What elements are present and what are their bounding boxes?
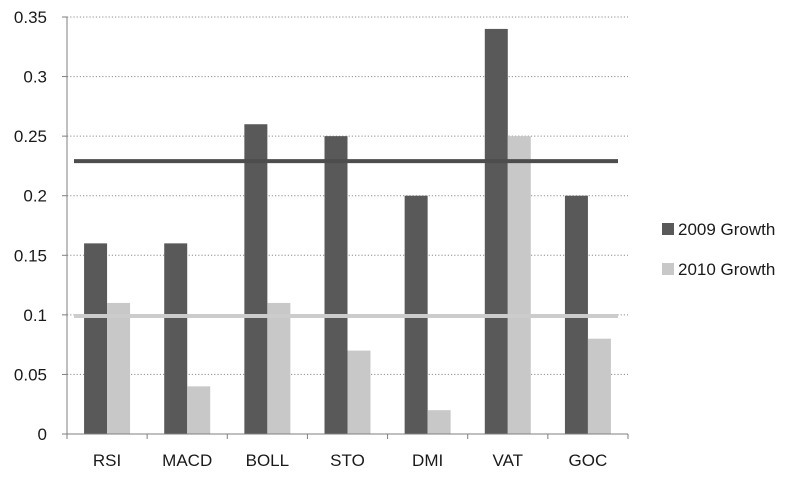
- reference-lines: [74, 159, 618, 319]
- x-tick-label: DMI: [412, 451, 443, 470]
- bars: [84, 28, 611, 435]
- legend-label-1: 2009 Growth: [678, 220, 775, 239]
- bar-macd-series-2: [187, 386, 211, 434]
- legend-swatch-2: [662, 263, 674, 275]
- y-tick-label: 0.05: [14, 365, 47, 384]
- x-tick-label: BOLL: [246, 451, 289, 470]
- bar-sto-series-1: [324, 136, 348, 434]
- bar-boll-series-2: [267, 302, 291, 434]
- y-tick-label: 0.2: [23, 187, 47, 206]
- y-tick-label: 0.1: [23, 306, 47, 325]
- bar-dmi-series-2: [427, 410, 451, 434]
- bar-rsi-series-1: [84, 243, 108, 434]
- y-tick-label: 0.3: [23, 68, 47, 87]
- bar-vat-series-2: [507, 136, 531, 434]
- x-tick-label: MACD: [162, 451, 212, 470]
- bar-boll-series-1: [244, 124, 268, 434]
- y-tick-label: 0.15: [14, 246, 47, 265]
- legend-swatch-1: [662, 223, 674, 235]
- x-tick-label: STO: [330, 451, 365, 470]
- y-tick-label: 0.25: [14, 127, 47, 146]
- axes: 0 0.05 0.1 0.15 0.2 0.25 0.3 0.35 RSI MACD BOLL STO…: [14, 8, 629, 470]
- bar-rsi-series-2: [107, 302, 131, 434]
- bar-vat-series-1: [484, 28, 508, 435]
- x-tick-label: VAT: [493, 451, 524, 470]
- x-tick-label: GOC: [569, 451, 608, 470]
- y-tick-label: 0.35: [14, 8, 47, 27]
- y-tick-label: 0: [38, 425, 47, 444]
- bar-goc-series-2: [587, 338, 611, 434]
- legend: 2009 Growth 2010 Growth: [662, 220, 775, 279]
- bar-sto-series-2: [347, 350, 371, 434]
- bar-macd-series-1: [164, 243, 188, 434]
- x-tick-label: RSI: [93, 451, 121, 470]
- legend-label-2: 2010 Growth: [678, 260, 775, 279]
